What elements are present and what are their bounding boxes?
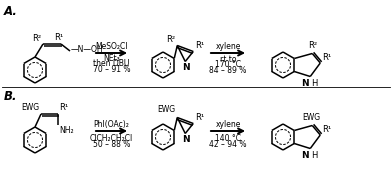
Text: N: N <box>182 135 190 144</box>
Text: rt to: rt to <box>220 55 236 64</box>
Text: EWG: EWG <box>302 113 320 122</box>
Text: —N—OH: —N—OH <box>71 45 103 54</box>
Text: R¹: R¹ <box>322 53 332 62</box>
Text: R¹: R¹ <box>54 33 64 42</box>
Text: ClCH₂CH₂Cl: ClCH₂CH₂Cl <box>90 134 133 143</box>
Text: R¹: R¹ <box>195 113 205 122</box>
Text: A.: A. <box>4 5 18 18</box>
Text: R¹: R¹ <box>195 42 205 51</box>
Text: B.: B. <box>4 90 18 103</box>
Text: R²: R² <box>166 34 175 43</box>
Text: NH₂: NH₂ <box>59 126 74 135</box>
Text: H: H <box>311 152 318 161</box>
Text: EWG: EWG <box>21 103 39 112</box>
Text: 42 – 94 %: 42 – 94 % <box>209 140 247 149</box>
Text: 84 – 89 %: 84 – 89 % <box>209 66 247 75</box>
Text: xylene: xylene <box>215 120 241 129</box>
Text: NEt₃: NEt₃ <box>103 54 120 63</box>
Text: MeSO₂Cl: MeSO₂Cl <box>95 42 128 51</box>
Text: R²: R² <box>308 42 317 51</box>
Text: 170 °C: 170 °C <box>215 60 241 69</box>
Text: PhI(OAc)₂: PhI(OAc)₂ <box>94 120 129 129</box>
Text: xylene: xylene <box>215 42 241 51</box>
Text: R¹: R¹ <box>59 103 68 112</box>
Text: EWG: EWG <box>157 106 175 115</box>
Text: H: H <box>311 80 318 89</box>
Text: 50 – 88 %: 50 – 88 % <box>93 140 130 149</box>
Text: 140 °C: 140 °C <box>215 134 241 143</box>
Text: N: N <box>182 63 190 72</box>
Text: then DBU: then DBU <box>93 59 130 68</box>
Text: R²: R² <box>32 34 41 43</box>
Text: N: N <box>301 80 308 89</box>
Text: 70 – 91 %: 70 – 91 % <box>93 65 130 74</box>
Text: R¹: R¹ <box>322 125 332 134</box>
Text: N: N <box>301 152 308 161</box>
